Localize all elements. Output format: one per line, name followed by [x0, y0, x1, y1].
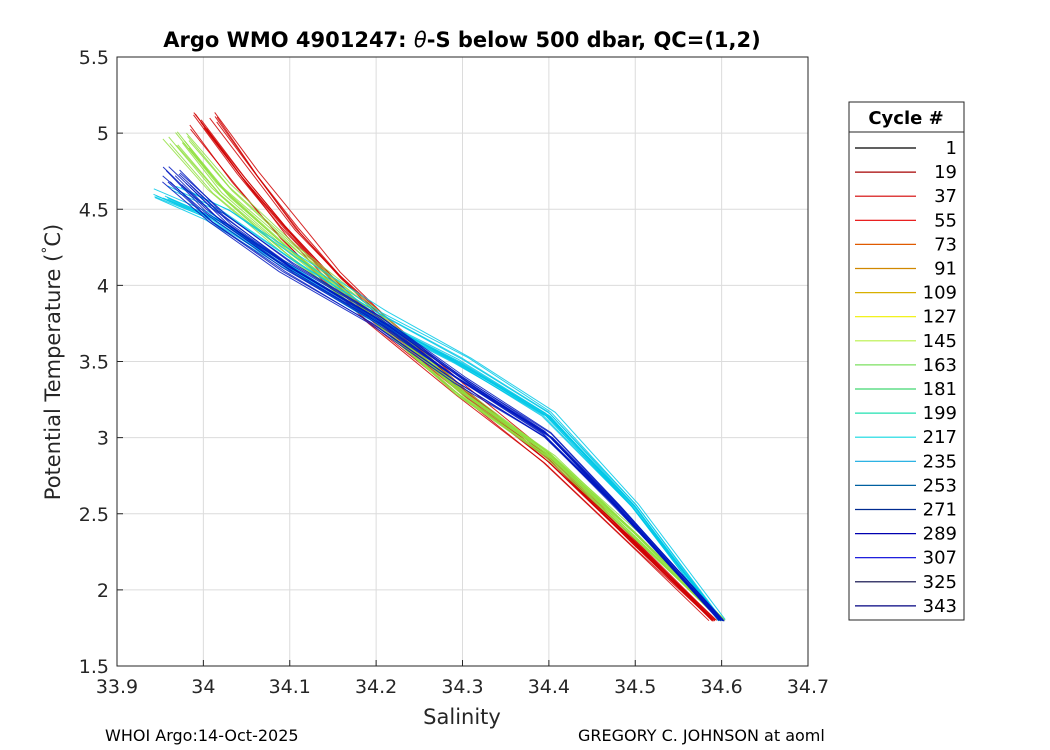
profile-line	[177, 144, 725, 622]
x-axis-label: Salinity	[423, 705, 501, 729]
x-tick-label: 34.2	[355, 676, 397, 698]
profile-line	[174, 175, 720, 621]
legend-title: Cycle #	[868, 108, 943, 129]
legend-label: 289	[923, 524, 957, 545]
profile-line	[168, 166, 722, 620]
grid-lines	[116, 56, 809, 667]
x-tick-label: 34.5	[614, 676, 656, 698]
x-tick-label: 34.6	[700, 676, 742, 698]
y-tick-label: 5.5	[79, 47, 109, 69]
legend-label: 127	[923, 307, 957, 328]
profile-line	[168, 136, 721, 621]
y-tick-labels: 1.5 2 2.5 3 3.5 4 4.5 5 5.5	[79, 47, 123, 678]
footer-right: GREGORY C. JOHNSON at aoml	[578, 726, 825, 745]
legend-label: 325	[923, 572, 957, 593]
legend-label: 271	[923, 500, 957, 521]
legend-label: 235	[923, 451, 957, 472]
x-tick-label: 34.1	[269, 676, 311, 698]
x-tick-label: 34.4	[528, 676, 570, 698]
y-tick-label: 1.5	[79, 656, 109, 678]
profile-line	[162, 175, 722, 621]
y-tick-label: 4.5	[79, 199, 109, 221]
y-tick-label: 2.5	[79, 504, 109, 526]
legend-label: 109	[923, 283, 957, 304]
legend: Cycle # 1 19 37 55 73 91 109 127 145 163 181 199 217…	[848, 101, 965, 621]
profile-line	[179, 172, 724, 621]
y-tick-label: 4	[97, 275, 109, 297]
y-tick-label: 2	[97, 580, 109, 602]
legend-label: 217	[923, 427, 957, 448]
chart-title: Argo WMO 4901247: θ-S below 500 dbar, QC…	[163, 28, 760, 52]
x-tick-label: 33.9	[96, 676, 138, 698]
legend-label: 163	[923, 355, 957, 376]
legend-label: 199	[923, 403, 957, 424]
profile-line	[189, 184, 725, 622]
plot-area: 33.9 34 34.1 34.2 34.3 34.4 34.5 34.6 34.7 1.522…	[79, 47, 829, 698]
legend-label: 73	[934, 234, 957, 255]
legend-label: 307	[923, 548, 957, 569]
y-tick-label: 3	[97, 428, 109, 450]
legend-label: 343	[923, 596, 957, 617]
legend-label: 253	[923, 475, 957, 496]
profile-curves	[153, 112, 726, 622]
legend-label: 19	[934, 162, 957, 183]
legend-label: 55	[934, 210, 957, 231]
legend-label: 37	[934, 186, 957, 207]
y-axis-label: Potential Temperature (°C)	[40, 224, 65, 500]
y-tick-label: 5	[97, 123, 109, 145]
legend-items: 1 19 37 55 73 91 109 127 145 163 181 199 217 235 253 27…	[855, 138, 957, 617]
x-tick-labels: 33.9 34 34.1 34.2 34.3 34.4 34.5 34.6 34.7	[96, 660, 829, 698]
legend-label: 145	[923, 331, 957, 352]
profile-line	[175, 132, 725, 620]
legend-label: 91	[934, 259, 957, 280]
x-tick-label: 34.7	[787, 676, 829, 698]
legend-label: 181	[923, 379, 957, 400]
x-tick-label: 34	[191, 676, 215, 698]
profile-line	[180, 186, 726, 620]
x-tick-label: 34.3	[441, 676, 483, 698]
legend-label: 1	[946, 138, 957, 159]
footer-left: WHOI Argo:14-Oct-2025	[105, 726, 299, 745]
y-tick-label: 3.5	[79, 352, 109, 374]
